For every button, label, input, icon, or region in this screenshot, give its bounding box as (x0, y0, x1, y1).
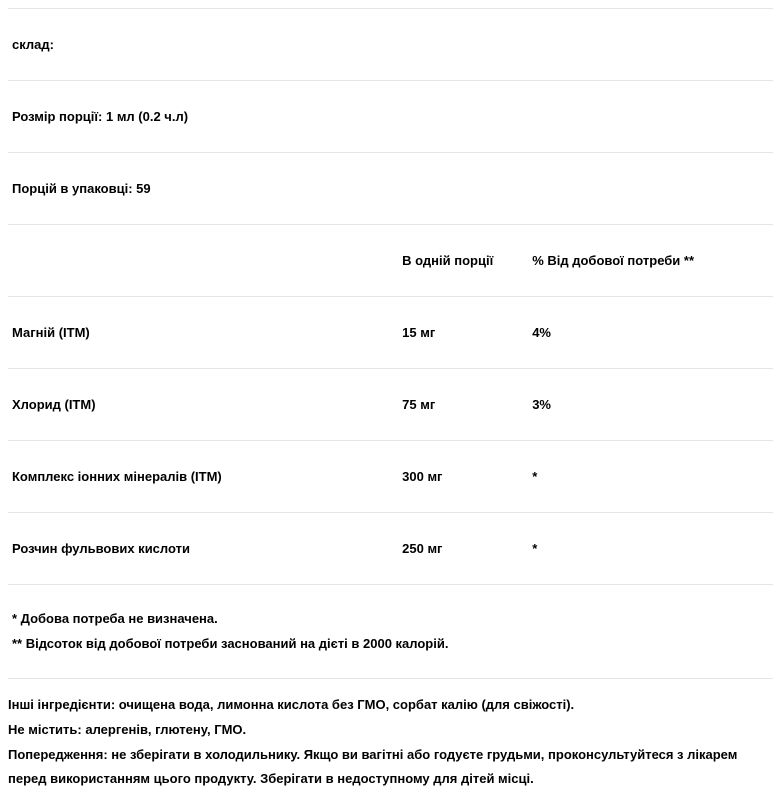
per-serving-header: В одній порції (398, 225, 528, 297)
ingredient-amount: 15 мг (398, 297, 528, 369)
free-from: Не містить: алергенів, глютену, ГМО. (8, 718, 773, 743)
other-ingredients: Інші інгредієнти: очищена вода, лимонна … (8, 693, 773, 718)
servings-per-container-label: Порцій в упаковці: 59 (8, 153, 773, 225)
ingredient-dv: 4% (528, 297, 773, 369)
servings-per-container-row: Порцій в упаковці: 59 (8, 153, 773, 225)
ingredient-name: Хлорид (ITM) (8, 369, 398, 441)
footer-text: Інші інгредієнти: очищена вода, лимонна … (8, 678, 773, 792)
serving-size-label: Розмір порції: 1 мл (0.2 ч.л) (8, 81, 773, 153)
table-row: Магній (ITM) 15 мг 4% (8, 297, 773, 369)
table-row: Комплекс іонних мінералів (ITM) 300 мг * (8, 441, 773, 513)
notes-row: * Добова потреба не визначена. ** Відсот… (8, 585, 773, 679)
notes-cell: * Добова потреба не визначена. ** Відсот… (8, 585, 773, 679)
table-row: Розчин фульвових кислоти 250 мг * (8, 513, 773, 585)
table-row: Хлорид (ITM) 75 мг 3% (8, 369, 773, 441)
warning: Попередження: не зберігати в холодильник… (8, 743, 773, 792)
note-1: * Добова потреба не визначена. (12, 607, 769, 632)
serving-size-row: Розмір порції: 1 мл (0.2 ч.л) (8, 81, 773, 153)
daily-value-header: % Від добової потреби ** (528, 225, 773, 297)
supplement-facts-table: склад: Розмір порції: 1 мл (0.2 ч.л) Пор… (8, 8, 773, 678)
ingredient-dv: * (528, 441, 773, 513)
composition-row: склад: (8, 9, 773, 81)
ingredient-amount: 300 мг (398, 441, 528, 513)
composition-label: склад: (8, 9, 773, 81)
ingredient-amount: 250 мг (398, 513, 528, 585)
ingredient-dv: * (528, 513, 773, 585)
ingredient-name: Комплекс іонних мінералів (ITM) (8, 441, 398, 513)
note-2: ** Відсоток від добової потреби заснован… (12, 632, 769, 657)
ingredient-name: Магній (ITM) (8, 297, 398, 369)
table-header-row: В одній порції % Від добової потреби ** (8, 225, 773, 297)
ingredient-name: Розчин фульвових кислоти (8, 513, 398, 585)
empty-header (8, 225, 398, 297)
ingredient-dv: 3% (528, 369, 773, 441)
ingredient-amount: 75 мг (398, 369, 528, 441)
